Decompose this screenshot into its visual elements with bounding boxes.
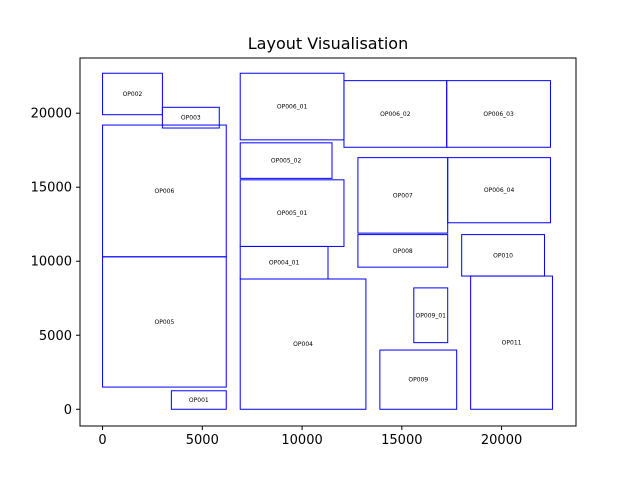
layout-box-op009: OP009 bbox=[379, 349, 458, 410]
layout-box-op011: OP011 bbox=[470, 275, 553, 410]
box-outline bbox=[161, 106, 220, 129]
y-axis: 0 5000 10000 15000 20000 bbox=[31, 107, 80, 418]
y-tick-label: 10000 bbox=[31, 255, 72, 270]
y-tick-label: 0 bbox=[64, 403, 72, 418]
box-label: OP009 bbox=[408, 377, 428, 384]
box-label: OP006_02 bbox=[380, 111, 411, 118]
box-outline bbox=[239, 142, 333, 179]
x-tick-label: 5000 bbox=[186, 433, 219, 448]
box-label: OP005_01 bbox=[277, 210, 308, 217]
box-label: OP003 bbox=[181, 115, 201, 122]
y-tick-label: 15000 bbox=[31, 181, 72, 196]
x-tick-label: 15000 bbox=[381, 433, 422, 448]
box-outline bbox=[102, 72, 163, 116]
box-label: OP004_01 bbox=[269, 260, 300, 267]
layout-rectangles: OP002 OP003 OP006 OP005 OP001 OP006_01 OP006_0… bbox=[102, 72, 553, 410]
layout-box-op001: OP001 bbox=[170, 390, 227, 410]
box-outline bbox=[379, 349, 458, 410]
y-tick-label: 5000 bbox=[39, 329, 72, 344]
box-label: OP005 bbox=[154, 319, 174, 326]
layout-box-op008: OP008 bbox=[357, 234, 449, 268]
layout-box-op004: OP004 bbox=[239, 278, 367, 410]
layout-box-op003: OP003 bbox=[161, 106, 220, 129]
layout-box-op005_01: OP005_01 bbox=[239, 179, 345, 247]
layout-box-op006: OP006 bbox=[102, 124, 227, 258]
layout-box-op002: OP002 bbox=[102, 72, 163, 116]
box-label: OP005_02 bbox=[271, 158, 302, 165]
box-label: OP009_01 bbox=[416, 312, 447, 319]
layout-box-op006_02: OP006_02 bbox=[343, 80, 448, 148]
box-label: OP006_04 bbox=[484, 187, 515, 194]
box-outline bbox=[413, 287, 449, 344]
box-label: OP004 bbox=[293, 341, 313, 348]
box-label: OP001 bbox=[189, 397, 209, 404]
box-outline bbox=[446, 80, 551, 148]
chart-title: Layout Visualisation bbox=[248, 34, 408, 53]
layout-box-op005: OP005 bbox=[102, 256, 227, 388]
layout-box-op006_01: OP006_01 bbox=[239, 72, 345, 141]
layout-box-op007: OP007 bbox=[357, 157, 449, 234]
layout-box-op006_03: OP006_03 bbox=[446, 80, 551, 148]
box-outline bbox=[102, 256, 227, 388]
layout-box-op010: OP010 bbox=[461, 234, 545, 277]
box-outline bbox=[170, 390, 227, 410]
layout-box-op005_02: OP005_02 bbox=[239, 142, 333, 179]
x-tick-label: 20000 bbox=[481, 433, 522, 448]
box-outline bbox=[357, 234, 449, 268]
x-tick-label: 10000 bbox=[281, 433, 322, 448]
box-outline bbox=[470, 275, 553, 410]
box-label: OP008 bbox=[393, 248, 413, 255]
box-label: OP006_01 bbox=[277, 104, 308, 111]
box-label: OP002 bbox=[123, 91, 143, 98]
box-label: OP006_03 bbox=[483, 111, 514, 118]
y-tick-label: 20000 bbox=[31, 107, 72, 122]
axes-frame bbox=[79, 57, 577, 427]
box-label: OP010 bbox=[493, 252, 513, 259]
box-label: OP006 bbox=[154, 188, 174, 195]
x-tick-label: 0 bbox=[98, 433, 106, 448]
box-label: OP011 bbox=[502, 340, 522, 347]
box-outline bbox=[239, 278, 367, 410]
layout-box-op004_01: OP004_01 bbox=[239, 245, 329, 280]
x-axis: 0 5000 10000 15000 20000 bbox=[98, 426, 522, 448]
layout-box-op006_04: OP006_04 bbox=[447, 157, 551, 224]
box-label: OP007 bbox=[393, 192, 413, 199]
layout-box-op009_01: OP009_01 bbox=[413, 287, 449, 344]
box-outline bbox=[447, 157, 551, 224]
